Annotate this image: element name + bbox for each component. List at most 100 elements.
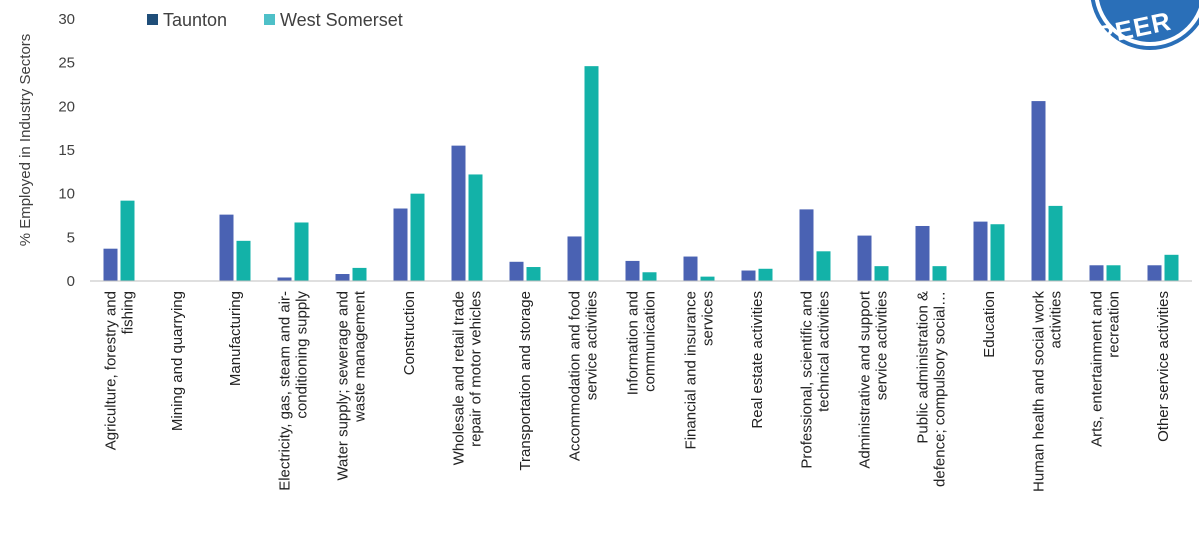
legend-label-taunton: Taunton [163,10,227,30]
bar-west-somerset [700,276,715,281]
bar-west-somerset [758,268,773,281]
bar-taunton [1147,265,1162,281]
bar-west-somerset [468,174,483,281]
x-tick-label-line: waste management [352,290,369,423]
bar-west-somerset [294,222,309,281]
y-axis-ticks: 0 5 10 15 20 25 30 [58,11,75,290]
x-tick-label-line: service activities [874,291,891,400]
x-tick-label-line: Mining and quarrying [169,291,186,431]
bar-taunton [1031,101,1046,282]
badge-circle-outer [1090,0,1199,50]
x-tick-label-line: Financial and insurance [683,291,700,449]
y-tick-label: 20 [58,98,75,115]
x-tick-label-line: Wholesale and retail trade [451,291,468,465]
bar-west-somerset [410,193,425,281]
bar-west-somerset [874,266,889,281]
x-tick-label-line: Professional, scientific and [799,291,816,469]
bar-west-somerset [352,267,367,281]
x-tick-label-line: Manufacturing [227,291,244,386]
x-tick-label-line: Human health and social work [1031,291,1048,492]
logo-badge: REER [1090,0,1199,51]
x-tick-label: Professional, scientific and technical ac… [799,291,833,469]
bar-west-somerset [642,272,657,281]
x-tick-label-line: technical activities [816,291,833,412]
x-tick-label-line: Education [981,291,998,358]
bar-taunton [973,221,988,281]
x-tick-label: Financial and insurance services [683,291,717,449]
bar-taunton [1089,265,1104,281]
x-tick-label: Education [981,291,998,358]
x-tick-label-line: Accommodation and food [567,291,584,461]
x-tick-label-line: Agriculture, forestry and [103,291,120,450]
x-tick-label-line: Other service activities [1155,291,1172,442]
x-tick-label-line: Construction [401,291,418,375]
bar-taunton [103,248,118,281]
bar-taunton [683,256,698,281]
y-tick-label: 10 [58,186,75,203]
x-tick-label: Construction [401,291,418,375]
bar-taunton [277,277,292,281]
x-tick-label: Accommodation and food service activities [567,291,601,461]
y-axis-title: % Employed in Industry Sectors [17,34,34,247]
x-tick-label: Arts, entertainment and recreation [1089,291,1123,447]
x-tick-label-line: Public administration & [915,291,932,444]
x-tick-label-line: communication [642,291,659,392]
x-tick-label: Manufacturing [227,291,244,386]
x-tick-label: Mining and quarrying [169,291,186,431]
bar-west-somerset [990,224,1005,281]
x-tick-label-line: repair of motor vehicles [468,291,485,447]
x-tick-label: Real estate activities [749,291,766,429]
x-tick-label-line: service activities [584,291,601,400]
badge-circle-inner [1098,0,1199,42]
x-tick-label: Other service activities [1155,291,1172,442]
x-tick-label-line: Arts, entertainment and [1089,291,1106,447]
x-tick-label-line: activities [1048,291,1065,349]
bars [103,66,1179,282]
bar-taunton [509,261,524,281]
x-tick-label: Electricity, gas, steam and air-conditio… [277,291,311,491]
x-tick-label-line: Real estate activities [749,291,766,429]
x-tick-label-line: Electricity, gas, steam and air- [277,291,294,491]
bar-west-somerset [120,200,135,281]
x-tick-label-line: conditioning supply [294,291,311,419]
x-tick-label-line: Administrative and support [857,290,874,468]
bar-west-somerset [526,267,541,281]
legend-swatch-west-somerset [264,14,275,25]
bar-west-somerset [1164,254,1179,281]
legend-label-west-somerset: West Somerset [280,10,403,30]
x-tick-label-line: defence; compulsory social… [932,291,949,487]
x-tick-label: Agriculture, forestry and fishing [103,291,137,450]
y-tick-label: 15 [58,142,75,159]
bar-taunton [393,208,408,281]
x-tick-label: Administrative and support service activi… [857,290,891,468]
x-tick-label: Public administration & defence; compulso… [915,291,949,487]
bar-taunton [915,225,930,281]
bar-taunton [451,145,466,281]
x-tick-label-line: Water supply; sewerage and [335,291,352,481]
bar-taunton [335,274,350,281]
x-tick-label: Information and communication [625,291,659,395]
bar-taunton [741,270,756,281]
x-tick-label-line: fishing [120,291,137,334]
x-tick-label-line: Information and [625,291,642,395]
y-tick-label: 30 [58,11,75,28]
bar-west-somerset [236,240,251,281]
x-tick-label-line: Transportation and storage [517,291,534,471]
bar-west-somerset [584,66,599,281]
bar-taunton [799,209,814,281]
legend: Taunton West Somerset [147,10,403,30]
y-tick-label: 0 [67,273,75,290]
y-tick-label: 5 [67,229,75,246]
x-tick-label-line: recreation [1106,291,1123,358]
bar-taunton [857,235,872,281]
bar-taunton [567,236,582,281]
x-tick-label: Wholesale and retail trade repair of moto… [451,291,485,465]
bar-west-somerset [816,251,831,281]
bar-west-somerset [932,266,947,281]
x-tick-label-line: services [700,291,717,346]
x-tick-label: Water supply; sewerage and waste manageme… [335,290,369,480]
bar-west-somerset [1106,265,1121,281]
x-tick-label: Human health and social work activities [1031,291,1065,492]
y-tick-label: 25 [58,55,75,72]
